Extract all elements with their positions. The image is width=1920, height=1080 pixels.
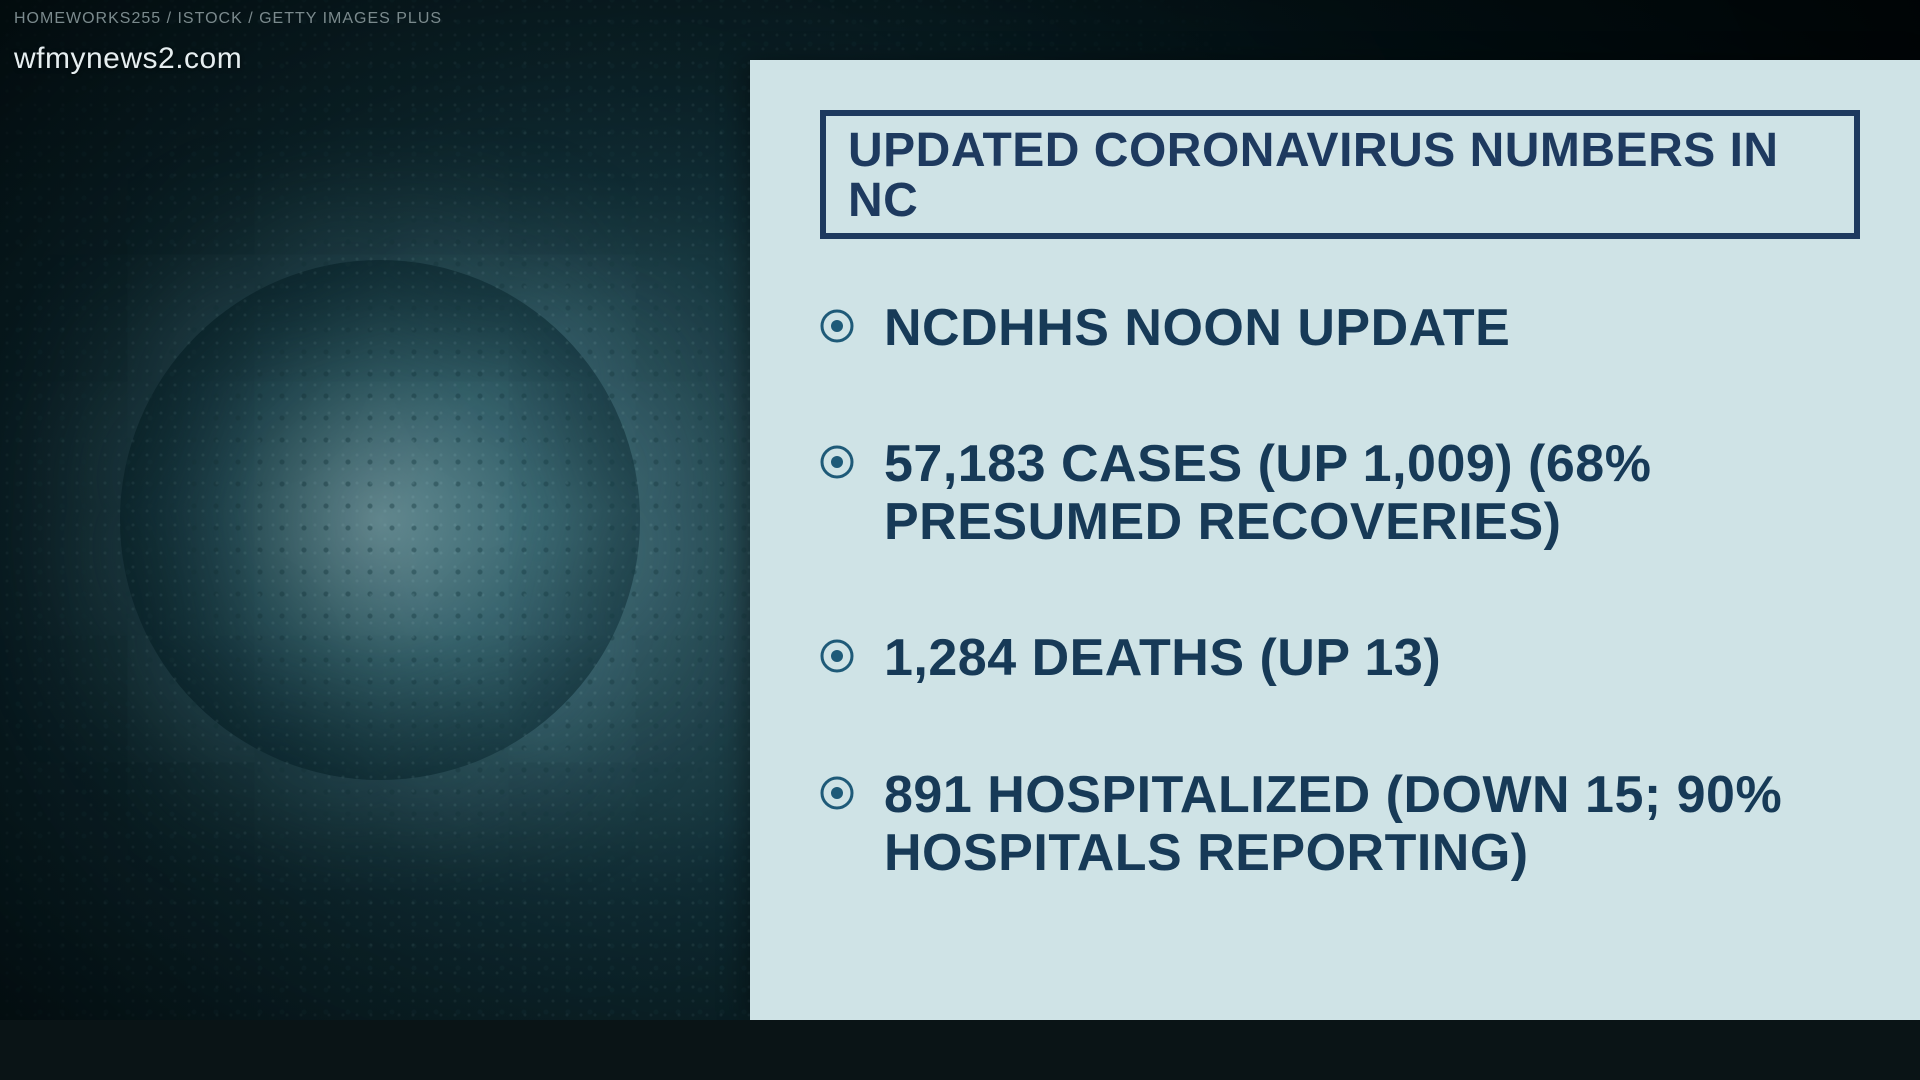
list-item: 891 HOSPITALIZED (DOWN 15; 90% HOSPITALS… <box>820 766 1860 882</box>
list-item-text: 57,183 CASES (UP 1,009) (68% PRESUMED RE… <box>884 435 1860 551</box>
image-credit: HOMEWORKS255 / ISTOCK / GETTY IMAGES PLU… <box>14 10 442 28</box>
info-panel: UPDATED CORONAVIRUS NUMBERS IN NC NCDHHS… <box>750 60 1920 1020</box>
list-item-text: NCDHHS NOON UPDATE <box>884 299 1510 357</box>
bullet-icon <box>820 309 854 343</box>
lower-third-bar <box>0 1020 1920 1080</box>
station-watermark: wfmynews2.com <box>14 42 242 76</box>
list-item-text: 891 HOSPITALIZED (DOWN 15; 90% HOSPITALS… <box>884 766 1860 882</box>
panel-title-box: UPDATED CORONAVIRUS NUMBERS IN NC <box>820 110 1860 239</box>
bullet-icon <box>820 639 854 673</box>
list-item: 57,183 CASES (UP 1,009) (68% PRESUMED RE… <box>820 435 1860 551</box>
list-item: 1,284 DEATHS (UP 13) <box>820 629 1860 687</box>
panel-title: UPDATED CORONAVIRUS NUMBERS IN NC <box>848 126 1832 227</box>
bullet-icon <box>820 776 854 810</box>
list-item: NCDHHS NOON UPDATE <box>820 299 1860 357</box>
list-item-text: 1,284 DEATHS (UP 13) <box>884 629 1441 687</box>
bullet-list: NCDHHS NOON UPDATE 57,183 CASES (UP 1,00… <box>820 299 1860 882</box>
bullet-icon <box>820 445 854 479</box>
